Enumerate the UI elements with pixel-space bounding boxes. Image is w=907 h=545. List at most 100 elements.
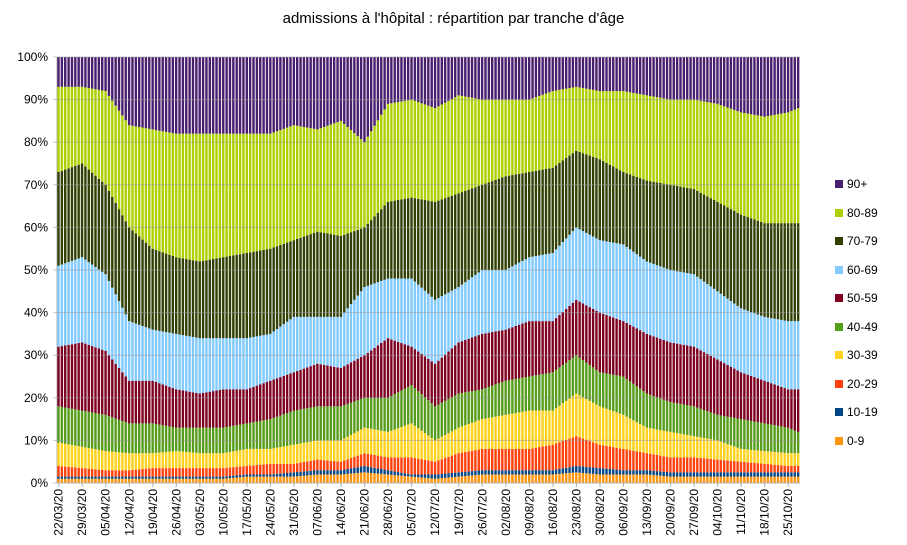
bar-segment-10-19 [534, 470, 538, 475]
bar-segment-70-79 [689, 188, 692, 274]
bar-segment-50-59 [383, 340, 386, 398]
bar-segment-50-59 [168, 386, 171, 427]
bar-segment-60-69 [275, 329, 279, 379]
bar-segment-20-29 [712, 459, 716, 473]
bar-segment-0-9 [141, 478, 144, 483]
bar-segment-50-59 [259, 384, 262, 421]
bar-segment-50-59 [329, 366, 333, 407]
bar-segment-50-59 [527, 321, 531, 377]
bar-segment-40-49 [349, 402, 353, 435]
bar-segment-80-89 [581, 88, 585, 154]
bar-segment-10-19 [131, 476, 134, 479]
legend-swatch [835, 351, 843, 360]
bar-segment-80-89 [400, 101, 403, 200]
bar-segment-20-29 [783, 465, 786, 473]
bar-segment-0-9 [158, 478, 161, 483]
bar-segment-90+ [319, 57, 322, 129]
bar-segment-90+ [440, 57, 443, 105]
legend-item: 80-89 [835, 199, 878, 228]
bar-segment-50-59 [101, 349, 104, 415]
bar-segment-0-9 [353, 473, 356, 483]
bar-segment-60-69 [259, 335, 262, 385]
bar-segment-10-19 [60, 476, 64, 479]
bar-segment-30-39 [67, 444, 70, 467]
bar-segment-60-69 [319, 316, 322, 365]
bar-segment-80-89 [689, 99, 692, 189]
bar-segment-30-39 [322, 440, 326, 461]
bar-segment-20-29 [225, 467, 228, 477]
bar-segment-40-49 [121, 420, 124, 453]
bar-segment-0-9 [97, 478, 101, 483]
bar-segment-80-89 [554, 90, 558, 166]
bar-segment-20-29 [702, 458, 706, 473]
bar-segment-30-39 [628, 418, 632, 451]
bar-segment-30-39 [507, 414, 511, 449]
bar-segment-80-89 [127, 125, 131, 228]
bar-segment-40-49 [699, 408, 702, 438]
bar-segment-30-39 [447, 433, 450, 457]
bar-segment-20-29 [474, 450, 477, 471]
bar-segment-40-49 [70, 408, 74, 445]
bar-segment-90+ [739, 57, 743, 113]
bar-segment-30-39 [292, 444, 296, 464]
bar-segment-60-69 [702, 281, 706, 353]
bar-segment-70-79 [70, 167, 74, 261]
bar-segment-10-19 [188, 476, 191, 479]
bar-segment-40-49 [373, 397, 376, 430]
bar-segment-10-19 [346, 469, 349, 474]
bar-segment-40-49 [679, 403, 682, 434]
bar-segment-50-59 [343, 366, 346, 406]
x-tick-label: 03/05/20 [193, 489, 207, 536]
x-tick-label: 04/10/20 [711, 489, 725, 536]
bar-segment-80-89 [292, 125, 296, 241]
bar-segment-90+ [534, 57, 538, 98]
bar-segment-10-19 [628, 470, 632, 475]
bar-segment-90+ [659, 57, 662, 98]
bar-segment-60-69 [154, 330, 158, 382]
bar-segment-70-79 [117, 209, 121, 302]
bar-segment-10-19 [595, 467, 598, 475]
bar-segment-50-59 [615, 318, 618, 376]
bar-segment-30-39 [669, 431, 672, 458]
bar-segment-90+ [480, 57, 484, 100]
bar-segment-90+ [114, 57, 117, 106]
bar-segment-40-49 [265, 419, 269, 449]
bar-segment-10-19 [773, 472, 776, 477]
bar-segment-80-89 [534, 97, 538, 171]
bar-segment-0-9 [343, 474, 346, 483]
bar-segment-70-79 [252, 251, 255, 337]
bar-segment-50-59 [326, 365, 329, 407]
bar-segment-80-89 [655, 97, 659, 183]
bar-segment-60-69 [581, 231, 585, 304]
bar-segment-70-79 [450, 195, 454, 291]
bar-segment-10-19 [285, 472, 289, 477]
bar-segment-50-59 [770, 383, 773, 425]
bar-segment-40-49 [474, 390, 477, 422]
bar-segment-80-89 [117, 110, 121, 210]
bar-segment-70-79 [746, 217, 749, 311]
bar-segment-50-59 [373, 347, 376, 398]
bar-segment-50-59 [205, 392, 208, 428]
bar-segment-90+ [460, 57, 464, 96]
legend-swatch [835, 208, 843, 217]
bar-segment-10-19 [124, 476, 127, 479]
bar-segment-20-29 [659, 455, 662, 472]
bar-segment-50-59 [494, 331, 497, 385]
bar-segment-0-9 [689, 476, 692, 483]
bar-segment-10-19 [766, 472, 770, 477]
bar-segment-0-9 [786, 476, 790, 483]
bar-segment-50-59 [316, 363, 319, 407]
bar-segment-30-39 [719, 441, 723, 460]
bar-segment-40-49 [638, 388, 642, 424]
bar-segment-30-39 [480, 419, 484, 449]
bar-segment-20-29 [517, 448, 521, 471]
bar-segment-30-39 [585, 399, 588, 440]
bar-segment-60-69 [662, 267, 665, 340]
bar-segment-30-39 [786, 453, 790, 466]
bar-segment-80-89 [265, 133, 269, 250]
bar-segment-70-79 [148, 245, 151, 329]
bar-segment-30-39 [57, 442, 60, 466]
bar-segment-0-9 [252, 476, 255, 483]
bar-segment-90+ [211, 57, 215, 134]
bar-segment-30-39 [679, 433, 682, 458]
